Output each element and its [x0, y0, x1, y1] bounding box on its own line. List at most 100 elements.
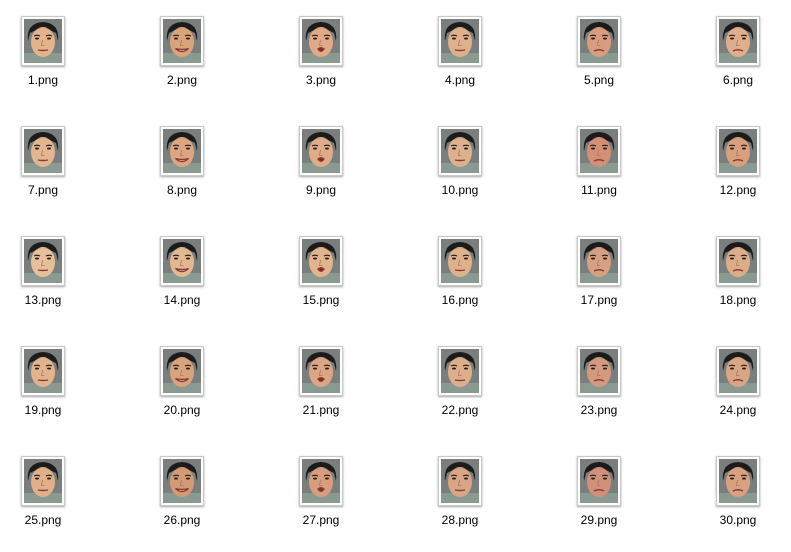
file-name-label: 18.png: [719, 293, 757, 307]
image-thumbnail: [438, 126, 482, 176]
face-photo-icon: [441, 239, 479, 283]
file-name-label: 17.png: [580, 293, 618, 307]
face-photo-icon: [580, 19, 618, 63]
image-thumbnail: [716, 16, 760, 66]
file-item-12[interactable]: 12.png: [688, 126, 788, 216]
face-photo-icon: [580, 349, 618, 393]
image-thumbnail: [21, 456, 65, 506]
face-photo-icon: [302, 19, 340, 63]
file-name-label: 15.png: [302, 293, 340, 307]
image-thumbnail: [716, 126, 760, 176]
file-name-label: 27.png: [302, 513, 340, 527]
image-thumbnail: [160, 346, 204, 396]
file-item-6[interactable]: 6.png: [688, 16, 788, 106]
file-item-28[interactable]: 28.png: [410, 456, 510, 546]
face-photo-icon: [441, 459, 479, 503]
file-item-22[interactable]: 22.png: [410, 346, 510, 436]
image-thumbnail: [577, 346, 621, 396]
face-photo-icon: [302, 459, 340, 503]
image-thumbnail: [438, 16, 482, 66]
image-thumbnail: [299, 16, 343, 66]
file-item-29[interactable]: 29.png: [549, 456, 649, 546]
file-item-4[interactable]: 4.png: [410, 16, 510, 106]
file-item-13[interactable]: 13.png: [0, 236, 93, 326]
face-photo-icon: [302, 239, 340, 283]
image-thumbnail: [299, 456, 343, 506]
face-photo-icon: [163, 349, 201, 393]
file-name-label: 12.png: [719, 183, 757, 197]
file-name-label: 23.png: [580, 403, 618, 417]
file-item-26[interactable]: 26.png: [132, 456, 232, 546]
file-item-23[interactable]: 23.png: [549, 346, 649, 436]
file-name-label: 5.png: [583, 73, 615, 87]
file-name-label: 28.png: [441, 513, 479, 527]
file-item-30[interactable]: 30.png: [688, 456, 788, 546]
file-name-label: 26.png: [163, 513, 201, 527]
file-item-9[interactable]: 9.png: [271, 126, 371, 216]
image-thumbnail: [21, 16, 65, 66]
file-item-8[interactable]: 8.png: [132, 126, 232, 216]
file-item-10[interactable]: 10.png: [410, 126, 510, 216]
file-item-25[interactable]: 25.png: [0, 456, 93, 546]
file-item-3[interactable]: 3.png: [271, 16, 371, 106]
file-name-label: 25.png: [24, 513, 62, 527]
file-name-label: 19.png: [24, 403, 62, 417]
file-name-label: 2.png: [166, 73, 198, 87]
image-thumbnail: [160, 16, 204, 66]
file-item-27[interactable]: 27.png: [271, 456, 371, 546]
file-item-21[interactable]: 21.png: [271, 346, 371, 436]
image-thumbnail: [160, 236, 204, 286]
file-item-24[interactable]: 24.png: [688, 346, 788, 436]
file-name-label: 22.png: [441, 403, 479, 417]
face-photo-icon: [163, 19, 201, 63]
face-photo-icon: [719, 239, 757, 283]
file-name-label: 7.png: [27, 183, 59, 197]
face-photo-icon: [302, 349, 340, 393]
image-thumbnail: [577, 456, 621, 506]
file-name-label: 11.png: [581, 183, 617, 197]
file-item-18[interactable]: 18.png: [688, 236, 788, 326]
file-item-14[interactable]: 14.png: [132, 236, 232, 326]
face-photo-icon: [24, 349, 62, 393]
face-photo-icon: [441, 129, 479, 173]
file-item-15[interactable]: 15.png: [271, 236, 371, 326]
image-thumbnail: [160, 456, 204, 506]
file-item-20[interactable]: 20.png: [132, 346, 232, 436]
file-item-11[interactable]: 11.png: [549, 126, 649, 216]
face-photo-icon: [719, 19, 757, 63]
image-thumbnail: [716, 456, 760, 506]
image-thumbnail: [577, 16, 621, 66]
file-name-label: 21.png: [302, 403, 340, 417]
face-photo-icon: [441, 19, 479, 63]
file-name-label: 9.png: [305, 183, 337, 197]
face-photo-icon: [580, 129, 618, 173]
image-thumbnail: [577, 126, 621, 176]
file-item-2[interactable]: 2.png: [132, 16, 232, 106]
face-photo-icon: [24, 19, 62, 63]
file-item-19[interactable]: 19.png: [0, 346, 93, 436]
face-photo-icon: [24, 129, 62, 173]
image-thumbnail: [438, 456, 482, 506]
face-photo-icon: [719, 349, 757, 393]
file-name-label: 16.png: [441, 293, 479, 307]
image-thumbnail: [577, 236, 621, 286]
file-name-label: 13.png: [24, 293, 62, 307]
image-thumbnail: [438, 236, 482, 286]
file-name-label: 20.png: [163, 403, 201, 417]
file-name-label: 14.png: [163, 293, 201, 307]
file-name-label: 6.png: [722, 73, 754, 87]
file-item-7[interactable]: 7.png: [0, 126, 93, 216]
file-item-5[interactable]: 5.png: [549, 16, 649, 106]
file-name-label: 10.png: [441, 183, 479, 197]
file-item-1[interactable]: 1.png: [0, 16, 93, 106]
file-item-17[interactable]: 17.png: [549, 236, 649, 326]
file-item-16[interactable]: 16.png: [410, 236, 510, 326]
face-photo-icon: [302, 129, 340, 173]
image-thumbnail: [299, 346, 343, 396]
file-name-label: 24.png: [719, 403, 757, 417]
image-thumbnail: [160, 126, 204, 176]
file-name-label: 1.png: [27, 73, 59, 87]
face-photo-icon: [163, 129, 201, 173]
image-thumbnail: [21, 236, 65, 286]
image-thumbnail: [716, 236, 760, 286]
